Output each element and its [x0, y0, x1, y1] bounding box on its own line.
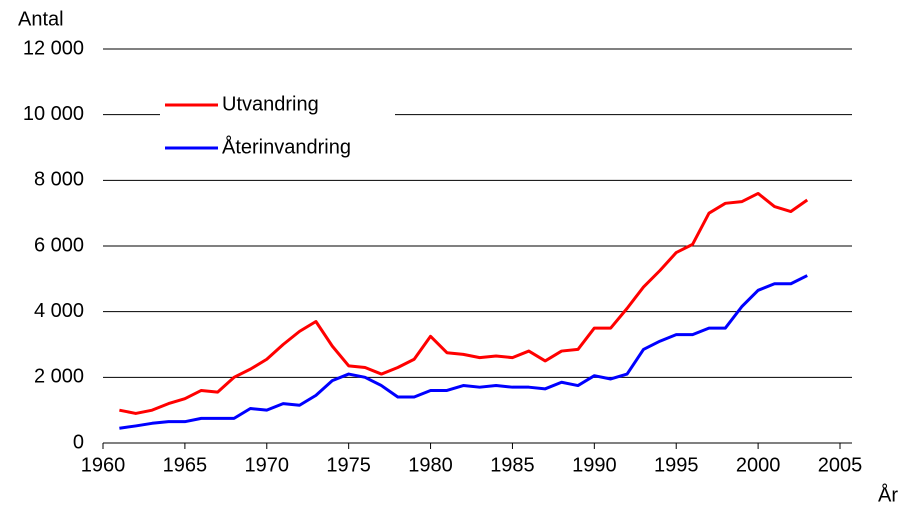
x-tick-label: 1965 [163, 454, 208, 476]
x-tick-label: 1975 [326, 454, 371, 476]
y-tick-label: 2 000 [34, 366, 84, 388]
legend-box [160, 88, 395, 172]
y-axis-label: Antal [18, 8, 64, 30]
x-tick-label: 1960 [81, 454, 126, 476]
x-tick-label: 1990 [572, 454, 617, 476]
legend-label: Utvandring [222, 93, 319, 115]
y-tick-label: 8 000 [34, 169, 84, 191]
y-tick-label: 10 000 [23, 103, 84, 125]
x-axis-label: År [878, 483, 898, 506]
x-tick-label: 1970 [245, 454, 290, 476]
x-tick-label: 1995 [654, 454, 699, 476]
x-tick-label: 1985 [490, 454, 535, 476]
y-tick-label: 6 000 [34, 234, 84, 256]
y-tick-label: 4 000 [34, 300, 84, 322]
y-tick-label: 12 000 [23, 37, 84, 59]
x-tick-label: 1980 [408, 454, 453, 476]
x-tick-label: 2000 [736, 454, 781, 476]
legend-label: Återinvandring [222, 135, 351, 158]
y-tick-label: 0 [73, 431, 84, 453]
x-tick-label: 2005 [818, 454, 863, 476]
line-series [119, 274, 808, 430]
line-series [119, 191, 809, 415]
